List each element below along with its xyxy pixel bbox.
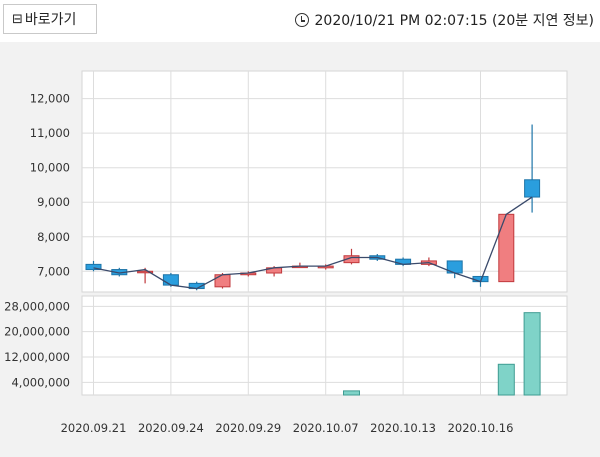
x-tick-label: 2020.09.21 xyxy=(61,421,127,435)
price-tick-label: 9,000 xyxy=(37,195,70,209)
candle-body xyxy=(162,274,179,286)
price-tick-label: 7,000 xyxy=(37,264,70,278)
price-tick-label: 12,000 xyxy=(30,92,70,106)
x-tick-label: 2020.10.16 xyxy=(448,421,514,435)
candle-body xyxy=(524,179,541,198)
x-tick-label: 2020.09.24 xyxy=(138,421,204,435)
candle-body xyxy=(214,274,231,288)
volume-panel xyxy=(81,295,568,396)
volume-bar xyxy=(343,390,360,396)
shortcut-label: 바로가기 xyxy=(24,12,77,28)
timestamp-text: 2020/10/21 PM 02:07:15 (20분 지연 정보) xyxy=(314,13,594,29)
top-bar: ⊟ 바로가기 2020/10/21 PM 02:07:15 (20분 지연 정보… xyxy=(0,0,600,44)
window-icon: ⊟ xyxy=(12,11,23,27)
timestamp: 2020/10/21 PM 02:07:15 (20분 지연 정보) xyxy=(294,10,594,30)
price-tick-label: 8,000 xyxy=(37,230,70,244)
x-tick-label: 2020.10.13 xyxy=(370,421,436,435)
clock-icon xyxy=(294,13,309,27)
volume-tick-label: 28,000,000 xyxy=(4,299,70,313)
chart-area: 12,000 11,000 10,000 9,000 8,000 7,000 28,000,… xyxy=(0,42,600,457)
shortcut-button[interactable]: ⊟ 바로가기 xyxy=(3,4,97,34)
volume-tick-label: 12,000,000 xyxy=(4,350,70,364)
volume-bar xyxy=(497,363,515,396)
price-tick-label: 10,000 xyxy=(30,161,70,175)
stock-chart: 12,000 11,000 10,000 9,000 8,000 7,000 28,000,… xyxy=(4,70,568,435)
volume-tick-label: 20,000,000 xyxy=(4,325,70,339)
price-panel xyxy=(81,70,568,293)
volume-tick-label: 4,000,000 xyxy=(11,375,70,389)
price-tick-label: 11,000 xyxy=(30,126,70,140)
candle-body xyxy=(137,270,154,274)
candle-body xyxy=(498,213,515,283)
x-tick-label: 2020.10.07 xyxy=(293,421,359,435)
x-tick-label: 2020.09.29 xyxy=(215,421,281,435)
candle-body xyxy=(85,263,102,271)
candle-body xyxy=(343,255,360,264)
price-line xyxy=(93,196,533,290)
volume-bar xyxy=(523,312,541,396)
